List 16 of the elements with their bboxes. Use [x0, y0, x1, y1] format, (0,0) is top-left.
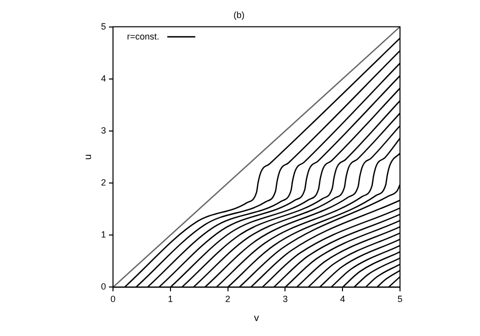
x-tick-label: 1 [168, 294, 173, 304]
x-tick-label: 0 [110, 294, 116, 304]
x-tick-label: 2 [225, 294, 230, 304]
legend-label: r=const. [127, 31, 160, 42]
y-tick-label: 2 [100, 178, 106, 188]
x-tick-label: 3 [282, 294, 288, 304]
y-tick-label: 4 [100, 73, 106, 84]
y-tick-label: 3 [100, 125, 106, 136]
y-axis-title: u [82, 154, 94, 160]
y-tick-label: 5 [100, 21, 106, 32]
chart-title: (b) [234, 10, 244, 20]
x-axis-title: v [254, 312, 260, 324]
x-tick-label: 4 [340, 294, 346, 304]
x-tick-label: 5 [397, 294, 403, 304]
y-tick-label: 0 [100, 282, 106, 292]
y-tick-label: 1 [100, 230, 106, 240]
